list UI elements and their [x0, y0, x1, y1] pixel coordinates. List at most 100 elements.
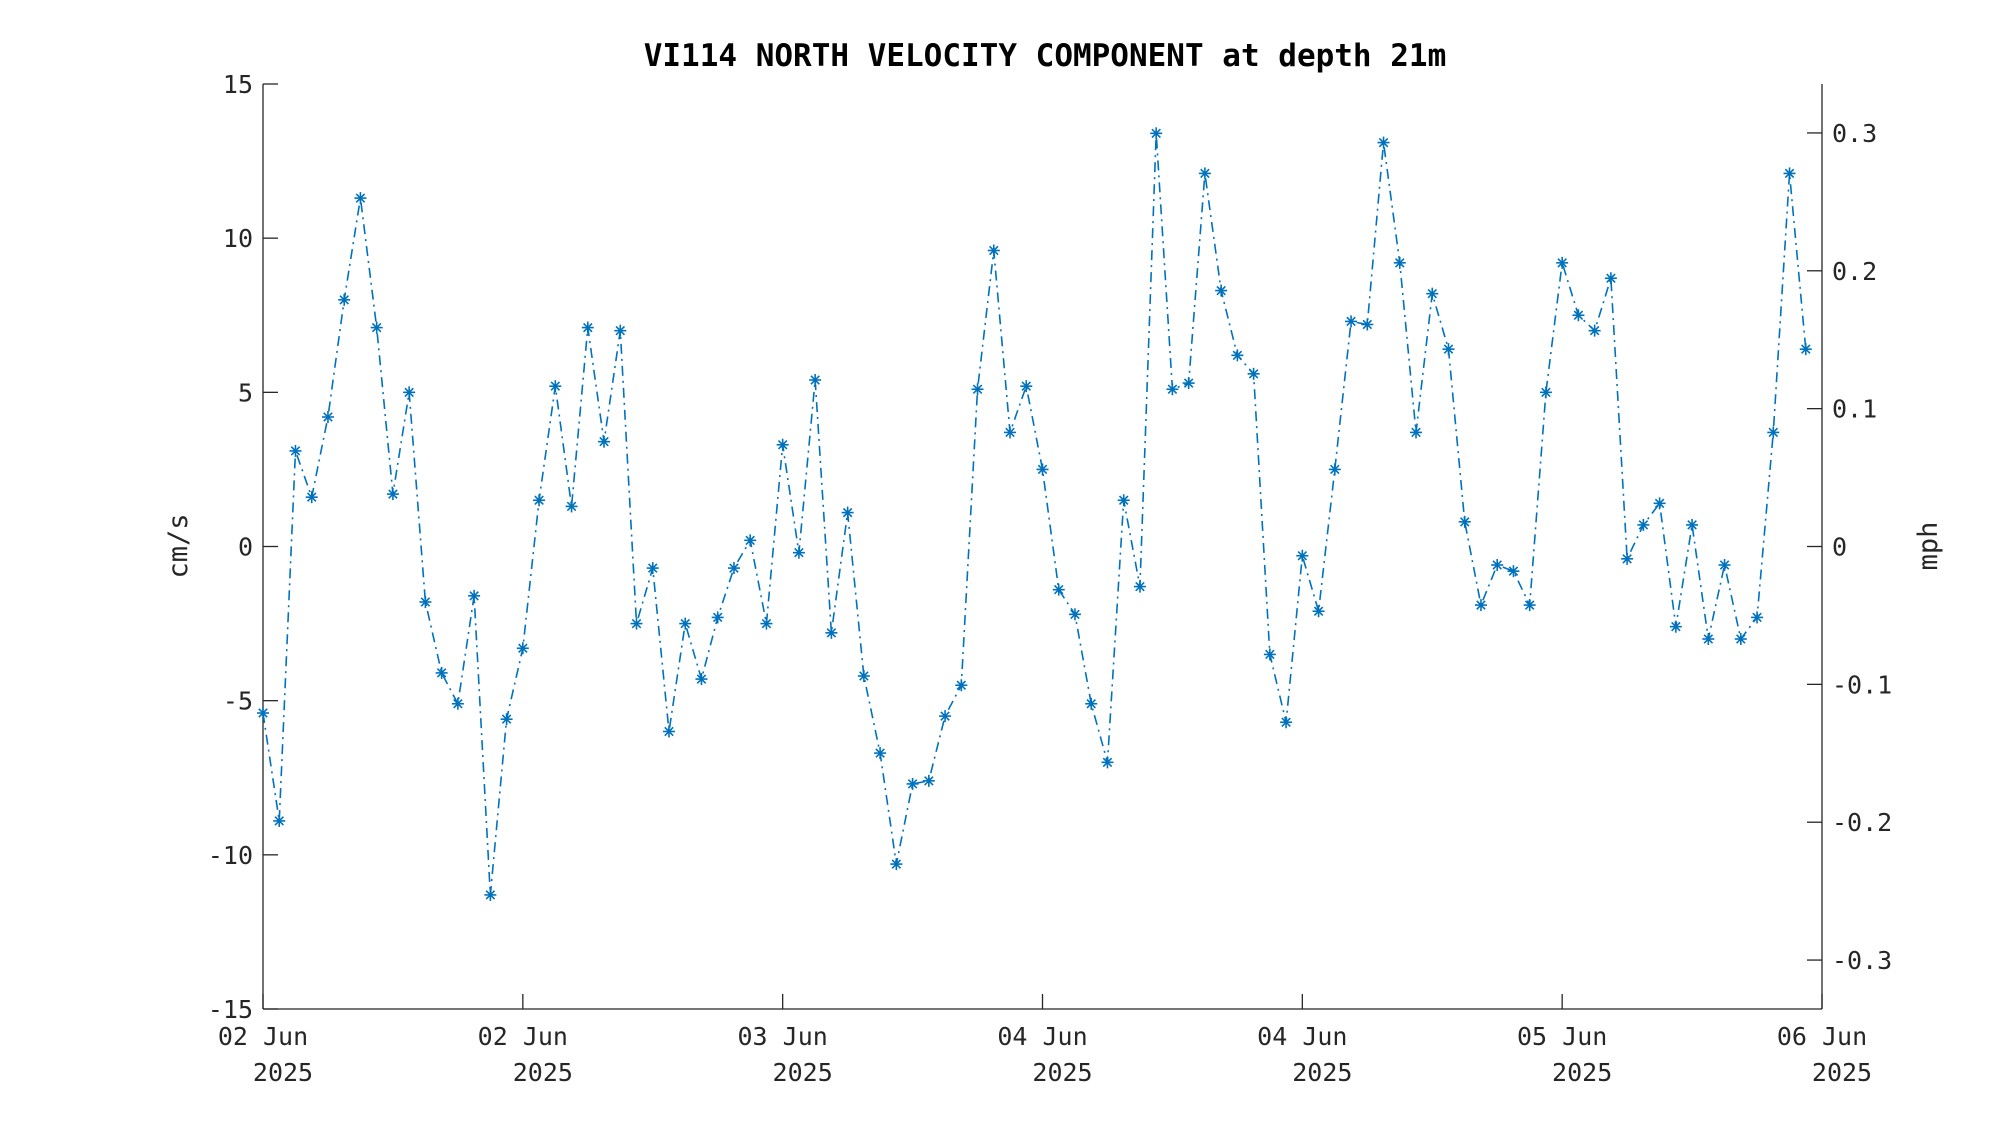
marker-stroke [712, 612, 723, 623]
data-point-marker [1345, 315, 1358, 328]
data-point-marker [987, 244, 1000, 257]
marker-stroke [371, 322, 382, 333]
marker-stroke [1736, 634, 1746, 644]
data-point-marker [1215, 284, 1228, 297]
data-point-marker [679, 617, 692, 630]
right-y-tick-label: -0.2 [1832, 808, 1892, 837]
marker-stroke [1216, 285, 1226, 296]
marker-stroke [1476, 600, 1486, 610]
x-tick-label-date: 03 Jun [738, 1022, 828, 1051]
marker-stroke [1459, 517, 1470, 527]
data-point-marker [1734, 633, 1747, 645]
data-point-marker [1085, 697, 1098, 710]
marker-stroke [1378, 137, 1389, 148]
data-point-marker [451, 697, 464, 710]
marker-stroke [1541, 387, 1551, 398]
marker-stroke [1606, 273, 1616, 284]
marker-stroke [436, 668, 447, 678]
data-point-marker [1799, 343, 1812, 356]
data-point-marker [630, 617, 643, 630]
data-point-marker [1621, 552, 1634, 565]
data-point-marker [419, 596, 432, 608]
data-point-marker [1068, 608, 1081, 621]
marker-stroke [1053, 584, 1064, 595]
x-tick-label-year: 2025 [513, 1058, 573, 1087]
right-y-tick-label: 0 [1832, 533, 1847, 562]
data-point-marker [825, 626, 838, 639]
data-point-marker [533, 494, 546, 507]
marker-stroke [745, 535, 755, 546]
right-y-ticks: 0.3 0.2 0.1 0 -0.1 -0.2 -0.3 [1807, 119, 1892, 975]
x-tick-label-date: 05 Jun [1517, 1022, 1607, 1051]
marker-stroke [1784, 168, 1795, 179]
marker-stroke [842, 507, 853, 518]
marker-stroke [534, 495, 544, 506]
data-point-marker [435, 666, 448, 679]
series-line [262, 133, 1807, 895]
marker-stroke [420, 597, 431, 607]
data-point-marker [500, 713, 513, 726]
data-point-marker [1231, 349, 1244, 362]
data-point-marker [662, 725, 675, 738]
data-point-marker [354, 192, 367, 205]
data-point-marker [1458, 515, 1471, 528]
data-point-marker [1783, 167, 1796, 180]
data-point-marker [1166, 383, 1179, 396]
marker-stroke [1200, 168, 1210, 179]
marker-stroke [989, 245, 999, 256]
data-point-marker [922, 774, 935, 787]
data-point-marker [565, 500, 578, 513]
data-point-marker [1572, 309, 1585, 322]
x-tick-label-date: 04 Jun [997, 1022, 1087, 1051]
data-point-marker [614, 324, 627, 337]
marker-stroke [1330, 464, 1340, 475]
data-point-marker [841, 506, 854, 519]
marker-stroke [1638, 520, 1649, 530]
marker-stroke [664, 726, 674, 737]
marker-stroke [1346, 316, 1356, 327]
x-tick-label-year: 2025 [253, 1058, 313, 1087]
data-point-marker [1507, 565, 1520, 578]
marker-stroke [761, 618, 772, 629]
marker-stroke [777, 439, 788, 450]
data-point-marker [711, 611, 724, 624]
marker-stroke [388, 489, 398, 499]
marker-stroke [1687, 520, 1697, 530]
marker-stroke [907, 779, 918, 789]
right-y-tick-label: 0.1 [1832, 395, 1877, 424]
marker-stroke [1573, 310, 1584, 321]
marker-stroke [1086, 698, 1096, 709]
right-y-tick-label: 0.2 [1832, 257, 1877, 286]
data-series [257, 127, 1812, 901]
left-y-tick-label: -5 [223, 687, 253, 716]
data-point-marker [792, 546, 805, 559]
data-point-marker [955, 679, 968, 692]
data-point-marker [1523, 599, 1536, 612]
data-point-marker [971, 383, 984, 396]
data-point-marker [1718, 559, 1731, 571]
right-y-tick-label: -0.1 [1832, 670, 1892, 699]
left-y-tick-label: -15 [208, 995, 253, 1024]
marker-stroke [729, 563, 739, 573]
marker-stroke [631, 618, 642, 629]
data-point-marker [1653, 497, 1666, 510]
marker-stroke [972, 384, 983, 395]
marker-stroke [1248, 369, 1259, 379]
data-point-marker [1474, 599, 1487, 612]
marker-stroke [1070, 609, 1080, 620]
marker-stroke [1443, 344, 1454, 354]
data-point-marker [695, 673, 708, 686]
marker-stroke [924, 776, 934, 786]
marker-stroke [810, 375, 820, 385]
left-y-tick-label: 5 [238, 378, 253, 407]
marker-stroke [1265, 649, 1275, 660]
marker-stroke [1167, 384, 1178, 395]
data-point-marker [1036, 463, 1049, 476]
marker-stroke [290, 446, 301, 456]
data-point-marker [646, 562, 659, 575]
marker-stroke [1118, 495, 1129, 506]
marker-stroke [1557, 258, 1567, 268]
marker-stroke [647, 563, 658, 573]
